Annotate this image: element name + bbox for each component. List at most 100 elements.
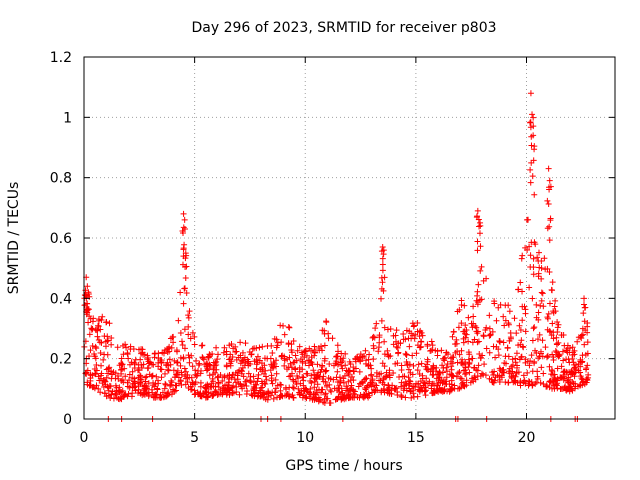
data-point <box>214 374 221 381</box>
data-point <box>385 382 392 389</box>
data-point <box>397 340 404 347</box>
data-point <box>550 354 557 361</box>
data-point <box>299 373 306 380</box>
data-point <box>118 361 125 368</box>
data-point <box>223 391 230 398</box>
data-point <box>368 365 375 372</box>
data-point <box>531 143 538 150</box>
data-point <box>424 356 431 363</box>
data-point <box>287 372 294 379</box>
data-point <box>520 372 527 379</box>
data-point <box>305 362 312 369</box>
data-point <box>309 361 316 368</box>
data-point <box>554 377 561 384</box>
data-point <box>212 383 219 390</box>
data-point <box>237 352 244 359</box>
data-point <box>580 379 587 386</box>
data-point <box>149 372 156 379</box>
data-point <box>233 389 240 396</box>
data-point <box>198 342 205 349</box>
data-point <box>312 395 319 402</box>
data-point <box>449 333 456 340</box>
data-point <box>347 394 354 401</box>
data-point <box>544 225 551 232</box>
data-point <box>441 354 448 361</box>
data-point <box>486 312 493 319</box>
data-point <box>341 392 348 399</box>
data-point <box>566 345 573 352</box>
data-point <box>495 352 502 359</box>
data-point <box>95 373 102 380</box>
data-point <box>370 333 377 340</box>
data-point <box>335 348 342 355</box>
data-point <box>496 339 503 346</box>
data-point <box>308 354 315 361</box>
data-point <box>463 326 470 333</box>
data-point <box>166 343 173 350</box>
data-point <box>375 348 382 355</box>
data-point <box>234 376 241 383</box>
data-point <box>533 301 540 308</box>
data-point <box>465 363 472 370</box>
x-axis-title: GPS time / hours <box>285 458 402 474</box>
data-point <box>347 386 354 393</box>
data-point <box>522 380 529 387</box>
data-point <box>203 360 210 367</box>
data-point <box>518 337 525 344</box>
data-point <box>531 191 538 198</box>
data-point <box>527 124 534 131</box>
data-point <box>337 391 344 398</box>
data-point <box>319 362 326 369</box>
data-point <box>561 342 568 349</box>
data-point <box>278 392 285 399</box>
data-point <box>248 379 255 386</box>
data-point <box>326 400 333 407</box>
data-point <box>173 371 180 378</box>
data-point <box>180 246 187 253</box>
data-point <box>173 347 180 354</box>
data-point <box>366 351 373 358</box>
data-point <box>193 357 200 364</box>
data-point <box>272 376 279 383</box>
data-point <box>501 360 508 367</box>
data-point <box>493 317 500 324</box>
data-point <box>372 325 379 332</box>
data-point <box>579 325 586 332</box>
data-point <box>460 379 467 386</box>
data-point <box>470 303 477 310</box>
data-point <box>461 371 468 378</box>
data-point <box>519 343 526 350</box>
data-point <box>304 388 311 395</box>
x-tick-labels: 0 5 10 15 20 <box>80 430 536 446</box>
data-point <box>381 324 388 331</box>
data-point <box>458 347 465 354</box>
data-point <box>398 379 405 386</box>
data-point <box>185 384 192 391</box>
data-point <box>293 357 300 364</box>
data-point <box>177 354 184 361</box>
data-point <box>560 332 567 339</box>
data-point <box>526 243 533 250</box>
data-point <box>174 367 181 374</box>
data-point <box>533 314 540 321</box>
data-point <box>577 363 584 370</box>
data-point <box>544 314 551 321</box>
data-point <box>422 392 429 399</box>
data-point <box>552 297 559 304</box>
data-point <box>378 317 385 324</box>
data-point <box>537 379 544 386</box>
data-point <box>358 379 365 386</box>
data-point <box>538 265 545 272</box>
data-point <box>180 300 187 307</box>
data-point <box>192 367 199 374</box>
data-point <box>530 325 537 332</box>
data-point <box>429 371 436 378</box>
data-point <box>208 380 215 387</box>
data-point <box>100 356 107 363</box>
data-point <box>429 390 436 397</box>
data-point <box>122 341 129 348</box>
data-point <box>155 363 162 370</box>
data-point <box>501 322 508 329</box>
data-point <box>582 304 589 311</box>
data-point <box>569 369 576 376</box>
